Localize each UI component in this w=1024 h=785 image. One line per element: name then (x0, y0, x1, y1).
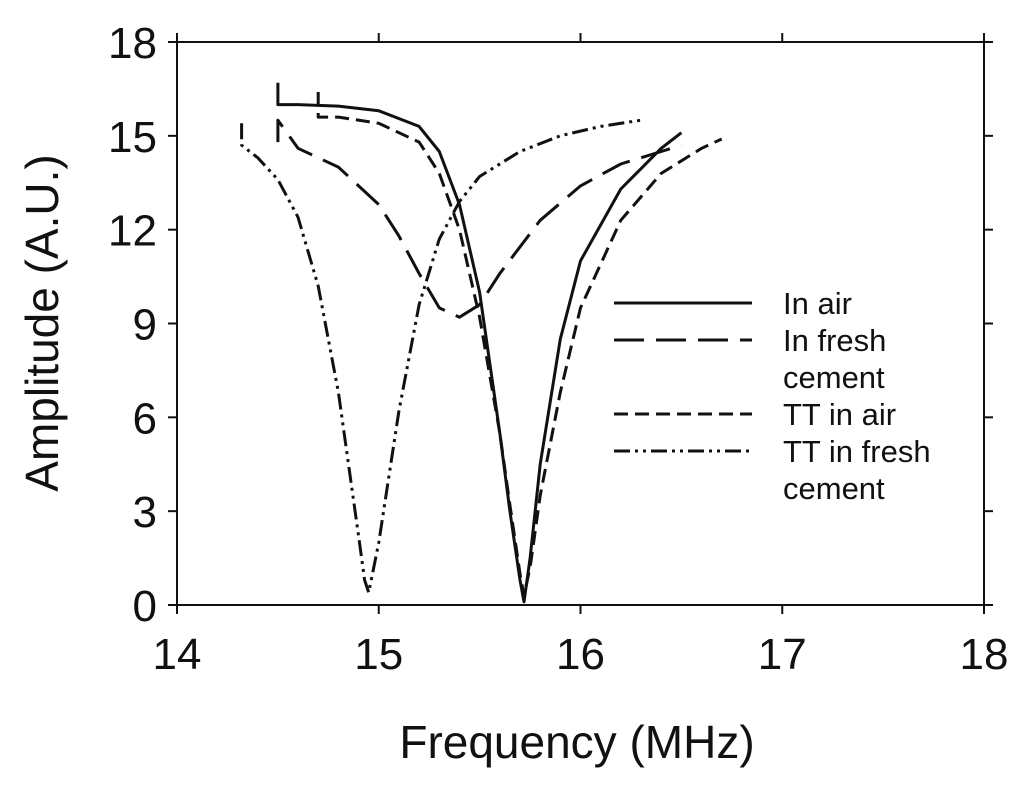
legend-label-2: cement (783, 360, 885, 395)
legend-label-4: cement (783, 471, 885, 506)
y-tick-label: 18 (108, 19, 157, 68)
x-axis-label: Frequency (MHz) (399, 716, 754, 768)
axis-tick-labels: 14 15 16 17 18 0 3 6 9 12 15 18 (108, 19, 1008, 679)
x-tick-label: 15 (354, 630, 403, 679)
axis-ticks (168, 33, 993, 614)
y-tick-label: 6 (133, 394, 157, 443)
series-line-3 (316, 92, 723, 598)
legend-label-4: TT in fresh (783, 434, 931, 469)
y-tick-label: 12 (108, 207, 157, 256)
y-tick-label: 3 (133, 488, 157, 537)
x-tick-label: 14 (153, 630, 202, 679)
legend-label-2: In fresh (783, 323, 886, 358)
y-tick-label: 15 (108, 113, 157, 162)
y-tick-label: 9 (133, 301, 157, 350)
legend-label-1: In air (783, 286, 852, 321)
x-tick-label: 17 (758, 630, 807, 679)
x-tick-label: 16 (556, 630, 605, 679)
series-line-4 (240, 118, 642, 594)
series-lines (240, 82, 723, 604)
legend-label-3: TT in air (783, 397, 896, 432)
x-tick-label: 18 (960, 630, 1009, 679)
y-tick-label: 0 (133, 582, 157, 631)
series-line-1 (276, 82, 683, 604)
y-axis-label: Amplitude (A.U.) (16, 154, 68, 491)
